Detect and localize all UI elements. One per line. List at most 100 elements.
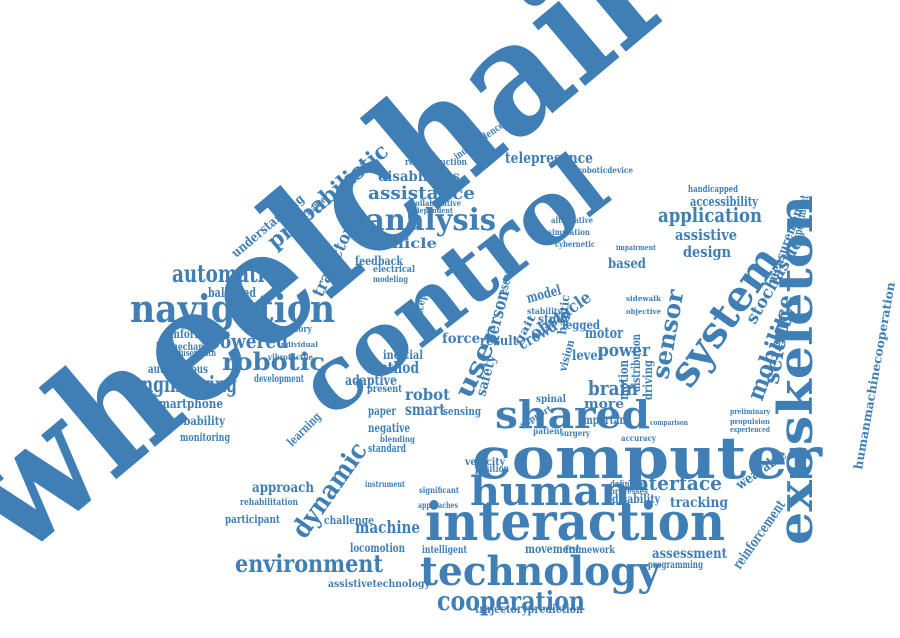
- word-environment: environment: [235, 549, 383, 578]
- word-assistance: assistance: [368, 183, 475, 204]
- word-assessment: assessment: [652, 546, 727, 562]
- word-cybernetic: cybernetic: [555, 239, 595, 249]
- word-powered: powered: [208, 329, 288, 353]
- word-power: power: [598, 340, 650, 361]
- word-level: level: [572, 348, 602, 364]
- word-application: application: [658, 203, 762, 227]
- word-shared: shared: [495, 392, 650, 437]
- word-autonomous: autonomous: [148, 362, 208, 376]
- word-approach: approach: [252, 480, 314, 496]
- word-vibrotactile: vibrotactile: [267, 352, 313, 362]
- word-enduserswith: enduserswith: [168, 349, 216, 359]
- word-inertial: inertial: [383, 348, 423, 362]
- word-comparison: comparison: [650, 418, 688, 427]
- word-motor: motor: [585, 324, 624, 342]
- word-biomechanics: biomechanics: [156, 342, 216, 353]
- word-programming: programming: [648, 560, 703, 571]
- word-individual: individual: [278, 340, 318, 349]
- word-more: more: [584, 397, 624, 412]
- word-participant: participant: [225, 513, 281, 526]
- word-modeling: modeling: [373, 274, 408, 284]
- word-driving: driving: [641, 359, 655, 400]
- word-velocity: velocity: [464, 457, 506, 468]
- word-present: present: [367, 384, 402, 395]
- word-disabilities: disabilities: [378, 169, 460, 185]
- word-method: method: [367, 358, 419, 377]
- word-distribution: distribution: [629, 334, 643, 392]
- word-engineering: engineering: [132, 372, 237, 398]
- word-movement: movement: [525, 542, 580, 556]
- word-learning: learning: [284, 409, 324, 449]
- word-accessibility: accessibility: [690, 195, 758, 210]
- word-negative: negative: [368, 421, 410, 435]
- word-rehabilitation: rehabilitation: [240, 498, 298, 508]
- word-vehicle: vehicle: [371, 236, 437, 252]
- word-probability: probability: [165, 414, 226, 428]
- word-challenge: challenge: [324, 514, 374, 527]
- word-blending: blending: [380, 434, 415, 444]
- word-legged: legged: [562, 318, 601, 332]
- word-based: based: [608, 256, 646, 272]
- word-independent: independent: [408, 206, 454, 215]
- word-surgery: surgery: [560, 428, 590, 438]
- word-information: information: [170, 327, 230, 341]
- word-position: position: [475, 464, 510, 475]
- word-technology: technology: [420, 548, 662, 595]
- word-impairment: impairment: [616, 243, 657, 252]
- word-important: important: [580, 413, 630, 427]
- word-significant: significant: [419, 485, 459, 495]
- word-classification: classification: [348, 232, 396, 241]
- word-disability: disability: [612, 492, 661, 506]
- word-alternative: alternative: [551, 215, 593, 225]
- word-adaptive: adaptive: [345, 373, 397, 389]
- word-computer: computer: [472, 424, 824, 492]
- word-handicapped: handicapped: [688, 185, 739, 195]
- word-stability: stability: [527, 306, 562, 316]
- word-standard: standard: [368, 442, 406, 455]
- word-development: development: [254, 374, 304, 385]
- word-definition: definition: [610, 480, 648, 490]
- word-processes: processes: [610, 486, 648, 496]
- word-reconstruction: reconstruction: [405, 158, 467, 168]
- word-feedback: feedback: [355, 254, 404, 268]
- word-assistivetechnology: assistivetechnology: [328, 579, 431, 590]
- word-automation: automation: [172, 259, 290, 288]
- word-assistive: assistive: [675, 226, 737, 244]
- word-framework: framework: [565, 545, 616, 556]
- word-interface: interface: [628, 471, 722, 495]
- word-instrument: instrument: [365, 479, 405, 489]
- word-sensing: sensing: [443, 405, 481, 418]
- word-intelligent: intelligent: [422, 545, 467, 556]
- word-force: force: [442, 331, 480, 347]
- word-interaction: interaction: [425, 492, 725, 553]
- word-electrical: electrical: [373, 265, 416, 275]
- word-navigation: navigation: [130, 286, 335, 331]
- word-experienced: experienced: [730, 425, 770, 434]
- word-machine: machine: [355, 518, 420, 538]
- word-collaborative: collaborative: [411, 198, 461, 208]
- word-trajectoryprediction: trajectoryprediction: [475, 602, 583, 616]
- word-analysis: analysis: [366, 203, 496, 238]
- word-study: study: [538, 312, 571, 326]
- word-paper: paper: [368, 404, 396, 418]
- word-locomotion: locomotion: [350, 541, 405, 555]
- word-sidewalk: sidewalk: [626, 294, 661, 303]
- word-exoskeleton: exoskeleton: [768, 195, 824, 545]
- word-design: design: [683, 243, 731, 261]
- word-spinal: spinal: [536, 394, 566, 405]
- word-smartphone: smartphone: [153, 397, 223, 412]
- word-human: human: [470, 468, 630, 515]
- word-robotic: robotic: [222, 347, 325, 376]
- word-patient: patient: [533, 426, 563, 436]
- word-robot: robot: [405, 385, 451, 404]
- word-humanmachinecooperation: humanmachinecooperation: [851, 281, 898, 471]
- word-balanced: balanced: [208, 286, 256, 301]
- word-brain: brain: [588, 376, 638, 400]
- word-approaches: approaches: [418, 500, 458, 510]
- word-cooperation: cooperation: [437, 587, 585, 617]
- word-accuracy: accuracy: [621, 433, 656, 443]
- word-telepresence: telepresence: [505, 149, 593, 167]
- word-preliminary: preliminary: [730, 407, 771, 416]
